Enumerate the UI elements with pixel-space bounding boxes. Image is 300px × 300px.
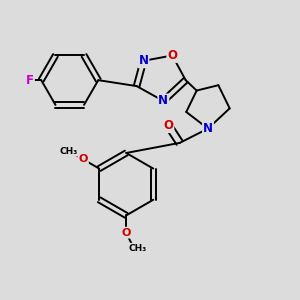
Text: CH₃: CH₃ xyxy=(129,244,147,253)
Text: N: N xyxy=(139,54,148,67)
Text: O: O xyxy=(167,49,177,62)
Text: N: N xyxy=(158,94,168,107)
Text: O: O xyxy=(79,154,88,164)
Text: F: F xyxy=(26,74,34,87)
Text: N: N xyxy=(203,122,213,135)
Text: O: O xyxy=(164,119,173,132)
Text: O: O xyxy=(122,228,131,238)
Text: CH₃: CH₃ xyxy=(60,147,78,156)
